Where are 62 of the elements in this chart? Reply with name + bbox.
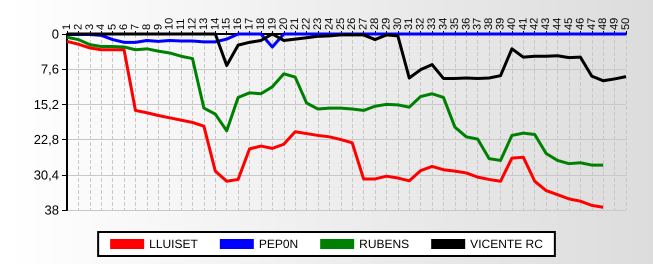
x-tick-label: 13 <box>198 18 210 30</box>
x-tick-label: 42 <box>528 18 541 30</box>
x-tick-label: 50 <box>620 18 632 30</box>
line-series <box>66 40 605 209</box>
x-tick-label: 7 <box>129 24 142 30</box>
x-tick-label: 1 <box>61 24 73 30</box>
x-tick-label: 11 <box>175 18 188 30</box>
x-tick-label: 32 <box>414 18 427 30</box>
x-tick-label: 33 <box>426 18 438 30</box>
x-tick-label: 23 <box>312 18 324 30</box>
legend-label: PEP0N <box>258 237 298 251</box>
x-tick-label: 38 <box>483 18 496 30</box>
x-tick-label: 43 <box>540 18 552 30</box>
x-tick-label: 35 <box>448 18 461 30</box>
x-tick-label: 46 <box>574 18 586 30</box>
x-tick-label: 44 <box>552 18 564 30</box>
x-tick-label: 45 <box>562 18 575 30</box>
x-tick-label: 10 <box>164 18 176 30</box>
x-tick-label: 14 <box>209 18 222 30</box>
x-tick-label: 49 <box>608 18 621 30</box>
y-tick-label: 0 <box>52 26 59 42</box>
x-tick-label: 40 <box>506 18 518 30</box>
x-tick-label: 26 <box>346 18 358 30</box>
x-tick-label: 4 <box>95 24 108 30</box>
y-tick-label: 22,8 <box>34 132 59 148</box>
x-tick-label: 29 <box>380 18 392 30</box>
x-tick-label: 34 <box>437 18 450 30</box>
x-tick-label: 21 <box>289 18 302 30</box>
x-tick-label: 9 <box>152 24 164 30</box>
x-tick-label: 39 <box>494 18 507 30</box>
x-tick-label: 22 <box>300 18 313 30</box>
x-tick-label: 12 <box>186 18 198 30</box>
x-tick-label: 25 <box>334 18 347 30</box>
x-tick-label: 47 <box>586 18 598 30</box>
x-tick-label: 8 <box>140 24 153 30</box>
y-tick-label: 7,6 <box>40 62 59 77</box>
x-tick-label: 36 <box>460 18 472 30</box>
line-series <box>66 36 605 167</box>
x-tick-label: 6 <box>118 24 130 30</box>
x-tick-label: 3 <box>84 24 96 30</box>
x-tick-label: 2 <box>72 24 84 30</box>
x-tick-label: 17 <box>244 18 256 30</box>
x-tick-label: 24 <box>323 18 336 30</box>
x-tick-label: 41 <box>517 18 530 30</box>
x-tick-label: 28 <box>369 18 382 30</box>
x-tick-label: 5 <box>106 24 119 30</box>
x-tick-label: 19 <box>266 18 278 30</box>
x-tick-label: 48 <box>597 18 610 30</box>
x-tick-label: 31 <box>403 18 416 30</box>
legend-label: RUBENS <box>359 237 410 251</box>
legend-label: VICENTE RC <box>470 237 544 251</box>
y-tick-label: 30,4 <box>34 167 59 182</box>
x-tick-label: 20 <box>278 18 290 30</box>
x-tick-label: 27 <box>358 18 370 30</box>
x-tick-label: 18 <box>254 18 267 30</box>
legend-label: LLUISET <box>149 237 198 251</box>
x-tick-label: 30 <box>392 18 404 30</box>
x-tick-label: 37 <box>472 18 484 30</box>
y-tick-label: 15,2 <box>34 96 59 112</box>
y-tick-label: 38 <box>44 202 59 218</box>
x-tick-label: 16 <box>232 18 244 30</box>
x-tick-label: 15 <box>220 18 233 30</box>
